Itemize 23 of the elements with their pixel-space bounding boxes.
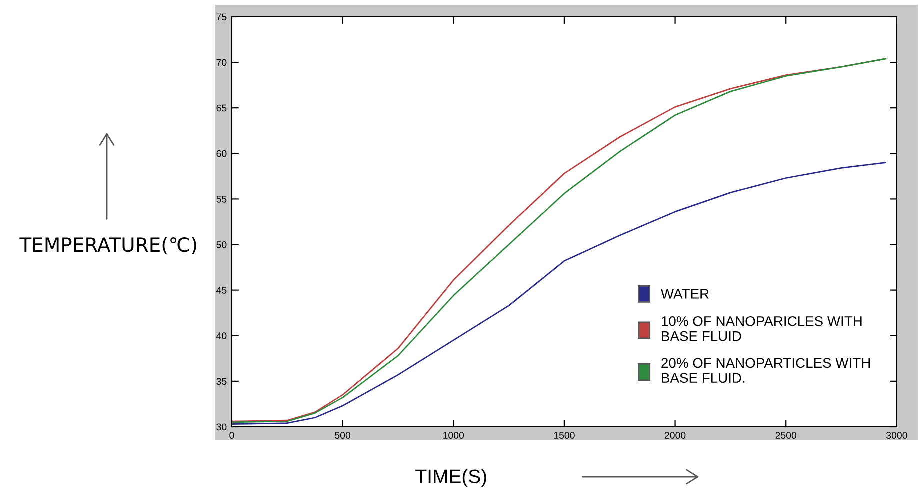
x-tick-label: 2500 <box>776 432 797 439</box>
legend-label: 20% OF NANOPARTICLES WITH BASE FLUID. <box>662 358 870 384</box>
y-tick-label: 45 <box>216 287 227 294</box>
y-tick-label: 50 <box>216 241 227 248</box>
legend-label: WATER <box>661 289 709 299</box>
x-axis-title: TIME(S) <box>416 469 486 488</box>
x-tick-label: 500 <box>335 432 351 439</box>
y-tick-label: 70 <box>216 59 227 66</box>
y-tick-label: 40 <box>216 332 227 340</box>
y-tick-label: 35 <box>216 378 227 386</box>
x-tick-label: 1000 <box>444 432 464 439</box>
y-tick-label: 65 <box>216 104 227 112</box>
y-tick-label: 30 <box>216 424 227 431</box>
y-axis-title: TEMPERATURE(℃) <box>20 237 196 255</box>
line-series <box>232 162 887 425</box>
x-tick-label: 2000 <box>664 432 686 439</box>
y-tick-label: 75 <box>216 14 227 21</box>
x-tick-label: 3000 <box>886 432 908 439</box>
x-tick-label: 1500 <box>554 432 575 439</box>
y-tick-label: 60 <box>216 150 227 158</box>
y-tick-label: 55 <box>216 196 227 203</box>
x-tick-label: 0 <box>230 432 234 439</box>
legend-label: 10% OF NANOPARICLES WITH BASE FLUID <box>662 316 862 342</box>
